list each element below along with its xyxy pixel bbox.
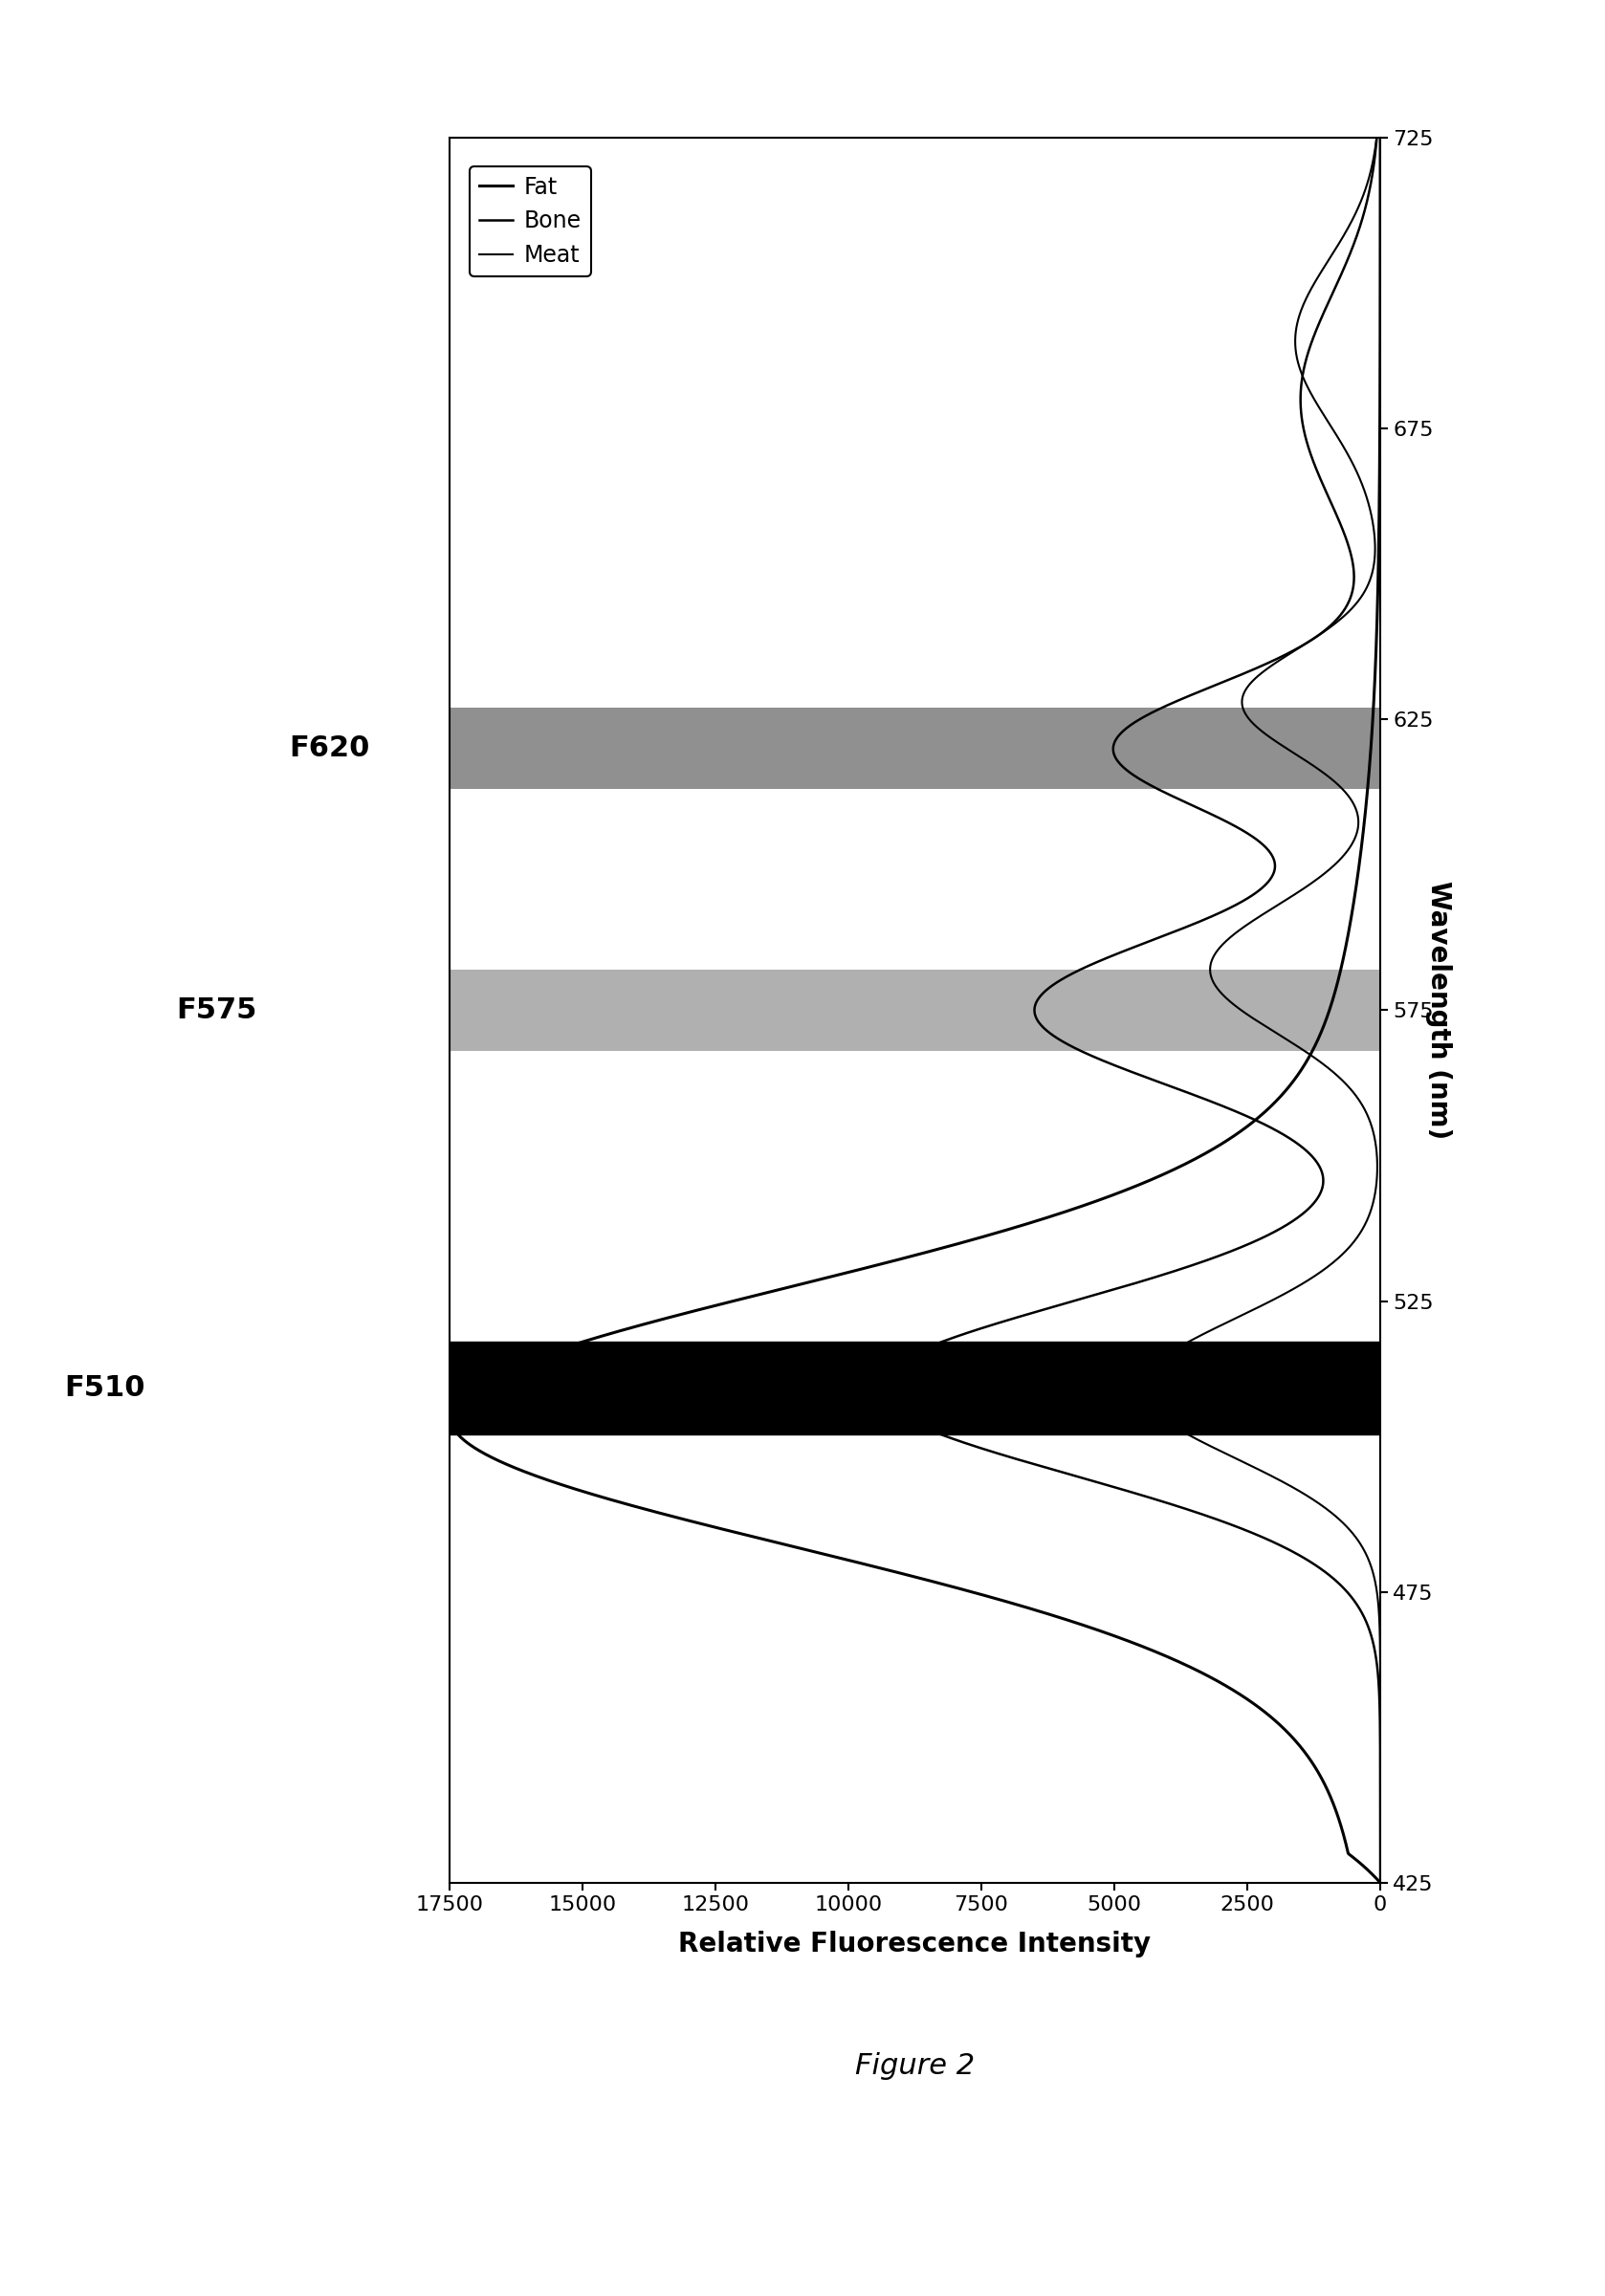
Bar — [449, 707, 1380, 790]
Text: F620: F620 — [289, 735, 369, 762]
Text: F510: F510 — [64, 1375, 144, 1403]
Text: F575: F575 — [177, 996, 257, 1024]
Bar — [449, 1341, 1380, 1435]
Y-axis label: Wavelength (nm): Wavelength (nm) — [1425, 882, 1453, 1139]
Text: Figure 2: Figure 2 — [855, 2053, 974, 2080]
Legend: Fat, Bone, Meat: Fat, Bone, Meat — [470, 168, 591, 276]
X-axis label: Relative Fluorescence Intensity: Relative Fluorescence Intensity — [679, 1931, 1151, 1956]
Bar — [449, 969, 1380, 1052]
